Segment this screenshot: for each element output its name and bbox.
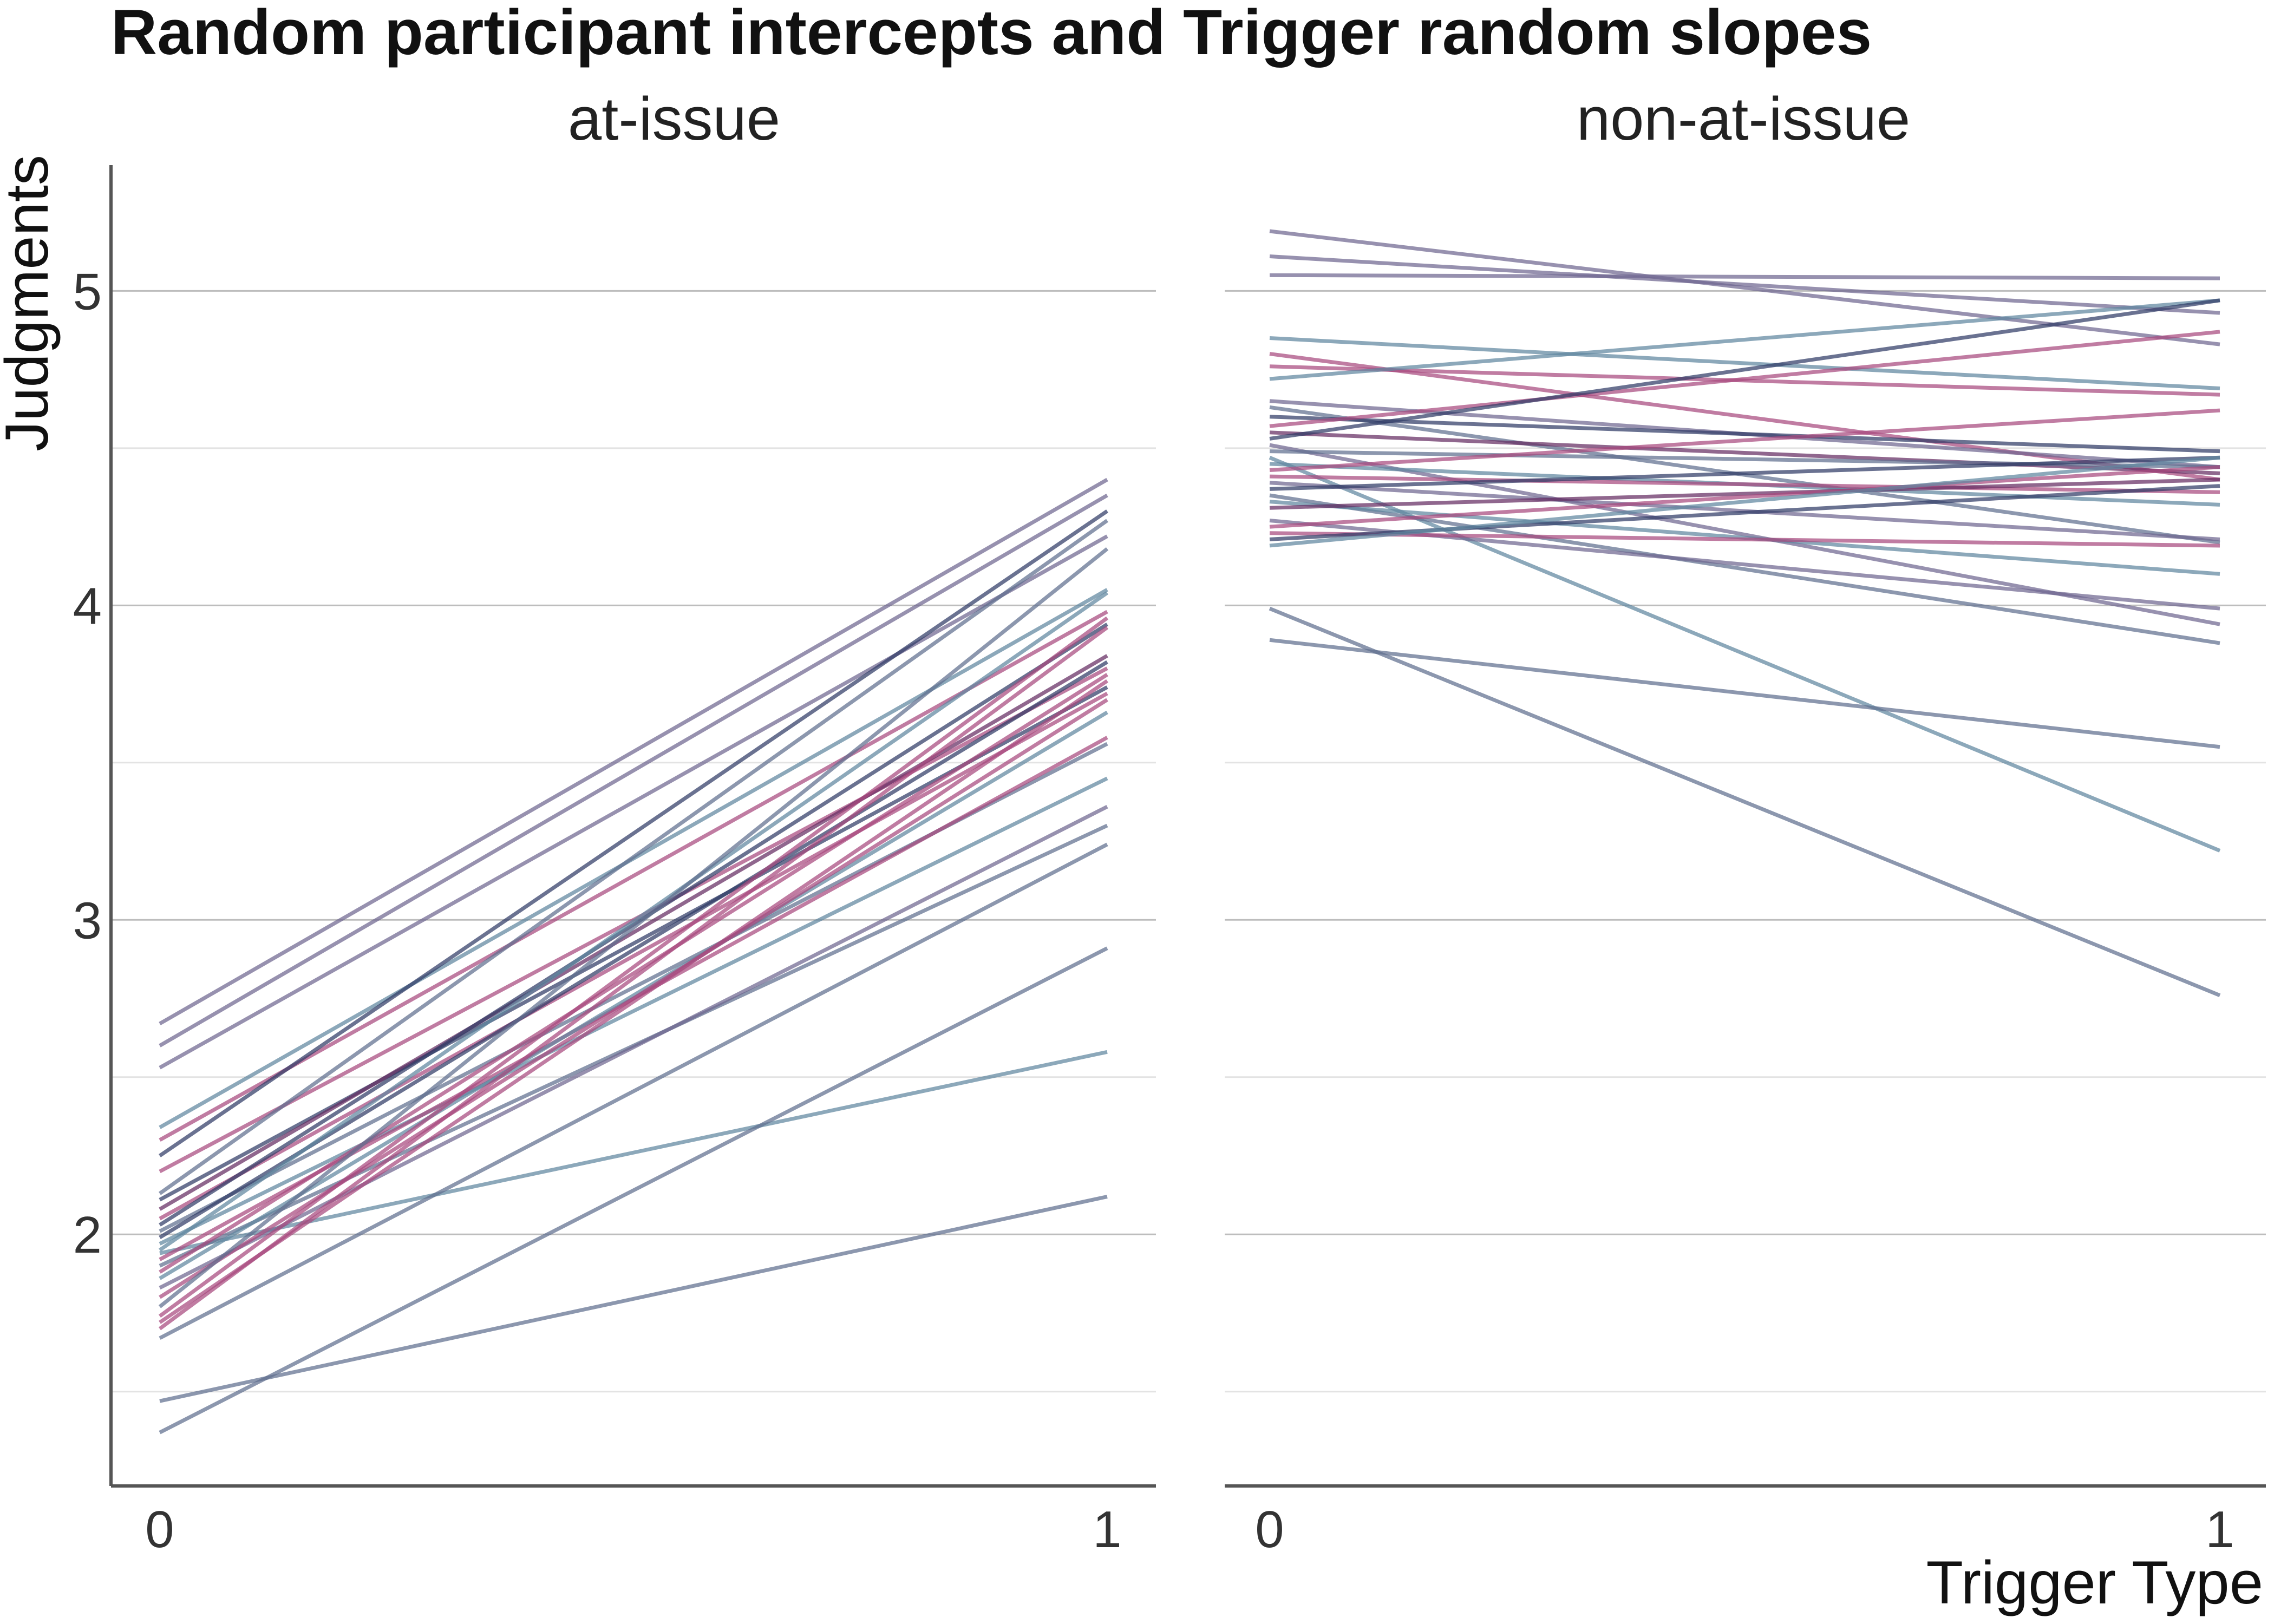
series-line-1-6 [1269, 298, 2220, 381]
series-line-0-16 [159, 1050, 1108, 1255]
y-tick-label: 3 [73, 892, 102, 949]
series-line-1-1 [1269, 254, 2220, 315]
x-tick-label: 0 [145, 1501, 174, 1558]
series-line-1-21 [1269, 493, 2220, 645]
series-line-1-30 [1269, 638, 2220, 749]
series-line-0-28 [159, 1195, 1108, 1403]
x-axis-title: Trigger Type [1926, 1549, 2263, 1616]
series-line-1-0 [1269, 229, 2220, 346]
series-line-1-28 [1269, 455, 2220, 548]
series-line-0-24 [158, 616, 1109, 1318]
series-line-0-5 [159, 509, 1108, 1157]
series-line-1-15 [1269, 456, 2221, 853]
series-line-0-20 [159, 710, 1108, 1280]
series-line-0-29 [159, 946, 1108, 1435]
y-tick-label: 4 [73, 577, 102, 635]
x-tick-label: 1 [1093, 1501, 1121, 1558]
series-line-0-14 [159, 776, 1108, 1246]
x-tick-label: 1 [2205, 1501, 2234, 1558]
series-line-1-11 [1269, 430, 2220, 475]
series-line-0-25 [159, 679, 1108, 1324]
y-axis-title: Judgments [0, 155, 61, 451]
series-line-1-2 [1269, 273, 2220, 280]
series-line-1-12 [1269, 298, 2220, 441]
panel-label: at-issue [568, 85, 780, 153]
series-line-0-0 [159, 477, 1108, 1026]
series-line-1-10 [1269, 330, 2220, 428]
y-tick-label: 5 [73, 263, 102, 320]
series-line-1-25 [1269, 465, 2220, 529]
panels-layer: at-issue 2 3 4 5 0 1 non-at-issue 0 1 [73, 85, 2266, 1558]
series-line-0-11 [159, 623, 1108, 1227]
series-line-1-17 [1269, 408, 2220, 473]
series-line-0-9 [159, 654, 1108, 1211]
series-line-0-15 [159, 591, 1108, 1252]
series-line-0-21 [159, 805, 1108, 1290]
series-line-1-26 [1269, 531, 2220, 548]
chart-title: Random participant intercepts and Trigge… [111, 0, 1872, 68]
series-line-1-29 [1269, 606, 2221, 997]
y-tick-label: 2 [73, 1206, 102, 1264]
panel-label: non-at-issue [1577, 85, 1910, 153]
series-line-1-23 [1269, 477, 2220, 510]
series-line-0-7 [158, 519, 1109, 1195]
panel-1: non-at-issue 0 1 [1225, 85, 2266, 1558]
series-line-1-18 [1269, 474, 2220, 494]
series-line-1-9 [1269, 415, 2220, 454]
series-line-0-26 [158, 626, 1109, 1331]
series-line-0-2 [159, 534, 1108, 1070]
series-line-1-20 [1269, 455, 2220, 491]
series-line-0-27 [159, 842, 1108, 1340]
series-line-0-22 [159, 698, 1108, 1299]
series-line-0-4 [159, 610, 1108, 1142]
series-line-0-19 [159, 673, 1108, 1274]
series-line-1-4 [1269, 352, 2220, 482]
series-line-1-3 [1269, 336, 2220, 390]
series-line-0-23 [158, 547, 1109, 1308]
series-line-0-1 [159, 493, 1108, 1047]
x-tick-label: 0 [1255, 1501, 1284, 1558]
series-line-0-10 [159, 691, 1108, 1221]
panel-0: at-issue 2 3 4 5 0 1 [73, 85, 1156, 1558]
